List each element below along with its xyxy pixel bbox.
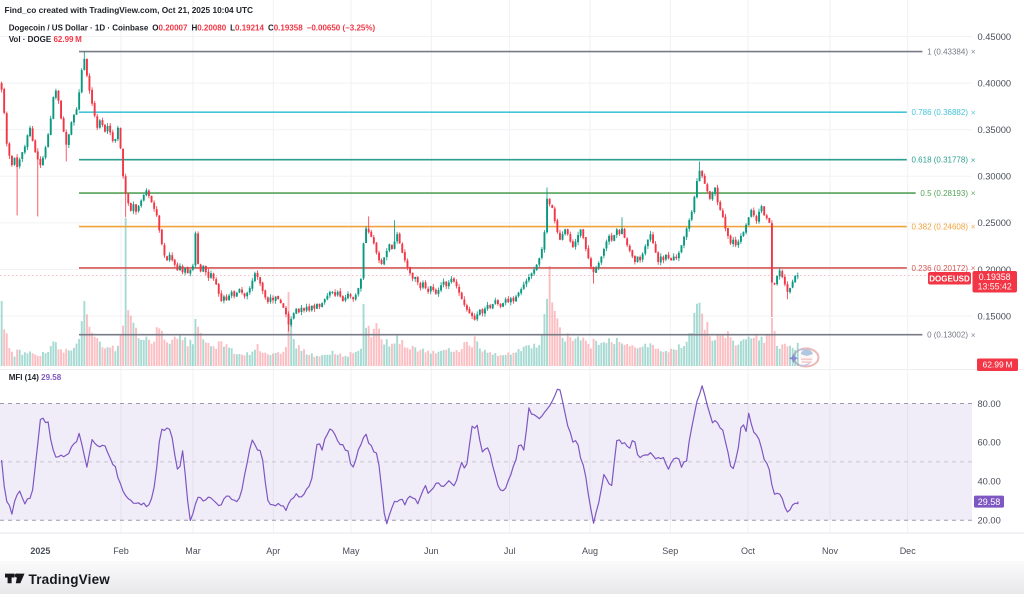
svg-text:May: May xyxy=(342,546,360,556)
svg-text:Dogecoin / US Dollar · 1D · Co: Dogecoin / US Dollar · 1D · Coinbase O0.… xyxy=(9,24,376,33)
svg-text:0.786 (0.36882): 0.786 (0.36882) xyxy=(912,108,969,117)
svg-text:Vol · DOGE 62.99 M: Vol · DOGE 62.99 M xyxy=(9,35,82,44)
svg-text:Mar: Mar xyxy=(185,546,201,556)
svg-text:✕: ✕ xyxy=(971,49,976,56)
svg-text:Dec: Dec xyxy=(900,546,917,556)
svg-text:62.99 M: 62.99 M xyxy=(982,360,1012,370)
svg-text:0.15000: 0.15000 xyxy=(978,311,1012,321)
svg-text:40.00: 40.00 xyxy=(978,477,1001,487)
svg-text:Aug: Aug xyxy=(582,546,598,556)
svg-text:0.618 (0.31778): 0.618 (0.31778) xyxy=(912,156,969,165)
svg-text:✕: ✕ xyxy=(971,332,976,339)
svg-text:0.5 (0.28193): 0.5 (0.28193) xyxy=(920,189,968,198)
svg-text:2025: 2025 xyxy=(30,546,50,556)
svg-text:0.25000: 0.25000 xyxy=(978,218,1012,228)
svg-text:✕: ✕ xyxy=(971,266,976,273)
svg-text:✕: ✕ xyxy=(971,110,976,117)
svg-text:0.40000: 0.40000 xyxy=(978,78,1012,88)
svg-text:0.30000: 0.30000 xyxy=(978,172,1012,182)
svg-text:✕: ✕ xyxy=(971,157,976,164)
svg-text:Jul: Jul xyxy=(504,546,516,556)
svg-text:DOGEUSD: DOGEUSD xyxy=(929,274,970,283)
svg-text:Oct: Oct xyxy=(741,546,756,556)
svg-text:13:55:42: 13:55:42 xyxy=(978,282,1012,292)
svg-text:1 (0.43384): 1 (0.43384) xyxy=(927,48,968,57)
svg-text:0.45000: 0.45000 xyxy=(978,32,1012,42)
svg-text:Feb: Feb xyxy=(113,546,129,556)
svg-text:0 (0.13002): 0 (0.13002) xyxy=(927,331,968,340)
svg-text:Find_co created with TradingVi: Find_co created with TradingView.com, Oc… xyxy=(5,5,254,15)
svg-text:0.20000: 0.20000 xyxy=(978,265,1012,275)
svg-text:✕: ✕ xyxy=(971,224,976,231)
svg-text:0.19358: 0.19358 xyxy=(979,272,1011,282)
svg-text:Nov: Nov xyxy=(822,546,839,556)
svg-text:29.58: 29.58 xyxy=(978,497,1001,507)
svg-text:MFI (14) 29.58: MFI (14) 29.58 xyxy=(9,373,62,382)
svg-text:Apr: Apr xyxy=(266,546,280,556)
svg-text:60.00: 60.00 xyxy=(978,438,1001,448)
svg-text:80.00: 80.00 xyxy=(978,399,1001,409)
svg-text:Jun: Jun xyxy=(424,546,439,556)
svg-text:20.00: 20.00 xyxy=(978,516,1001,526)
svg-text:Sep: Sep xyxy=(662,546,678,556)
svg-text:0.35000: 0.35000 xyxy=(978,125,1012,135)
svg-text:TradingView: TradingView xyxy=(29,572,111,587)
svg-text:0.236 (0.20172): 0.236 (0.20172) xyxy=(912,264,969,273)
svg-text:0.382 (0.24608): 0.382 (0.24608) xyxy=(912,223,969,232)
svg-text:✕: ✕ xyxy=(971,191,976,198)
